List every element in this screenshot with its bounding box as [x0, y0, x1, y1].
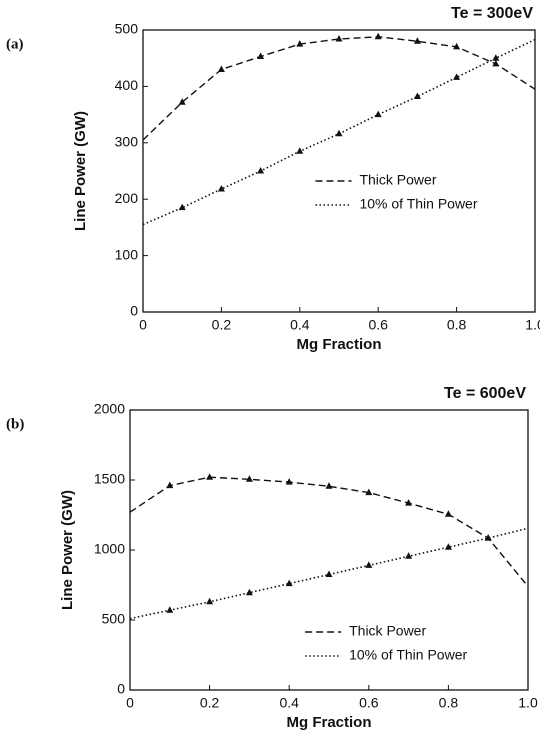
series-line	[142, 36, 536, 141]
marker	[257, 167, 265, 174]
x-axis-label: Mg Fraction	[297, 336, 382, 353]
y-tick-label: 2000	[94, 401, 125, 417]
legend-label: 10% of Thin Power	[349, 647, 467, 663]
marker	[335, 129, 343, 137]
y-tick-label: 100	[115, 246, 139, 262]
marker	[206, 473, 214, 480]
marker	[374, 110, 382, 118]
marker	[296, 40, 304, 47]
marker	[325, 570, 333, 577]
x-tick-label: 0.4	[279, 695, 299, 711]
y-tick-label: 0	[117, 681, 125, 697]
series-line	[129, 476, 529, 587]
marker	[245, 588, 253, 596]
marker	[257, 52, 265, 60]
y-axis-label: Line Power (GW)	[72, 111, 89, 231]
x-tick-label: 1.0	[525, 317, 540, 333]
y-tick-label: 500	[115, 21, 139, 37]
marker	[285, 478, 293, 485]
y-tick-label: 0	[130, 303, 138, 319]
marker	[166, 606, 174, 613]
x-tick-label: 0	[126, 695, 134, 711]
y-tick-label: 300	[115, 134, 139, 150]
marker	[413, 92, 421, 100]
marker	[206, 597, 214, 605]
x-tick-label: 1.0	[518, 695, 538, 711]
marker	[492, 59, 500, 67]
marker	[365, 488, 373, 496]
marker	[374, 32, 382, 40]
marker	[178, 203, 186, 211]
legend-label: 10% of Thin Power	[359, 196, 477, 212]
marker	[296, 147, 304, 154]
x-tick-label: 0.6	[359, 695, 379, 711]
x-tick-label: 0.2	[200, 695, 220, 711]
x-tick-label: 0	[139, 317, 147, 333]
y-tick-label: 500	[102, 611, 126, 627]
marker	[217, 185, 225, 192]
x-tick-label: 0.8	[439, 695, 459, 711]
plot-frame	[129, 409, 529, 691]
x-tick-label: 0.6	[368, 317, 388, 333]
chart-title: Te = 300eV	[451, 5, 533, 22]
x-tick-label: 0.2	[212, 317, 232, 333]
marker	[285, 579, 293, 587]
marker	[492, 54, 500, 61]
marker	[444, 510, 452, 517]
panel-label: (a)	[6, 36, 24, 52]
y-tick-label: 1500	[94, 471, 125, 487]
marker	[444, 543, 452, 550]
x-tick-label: 0.4	[290, 317, 310, 333]
marker	[453, 73, 461, 80]
panel-label: (b)	[6, 416, 24, 432]
marker	[365, 561, 373, 568]
y-tick-label: 400	[115, 77, 139, 93]
marker	[484, 534, 492, 541]
x-tick-label: 0.8	[447, 317, 467, 333]
marker	[166, 481, 174, 489]
y-tick-label: 200	[115, 190, 139, 206]
marker	[245, 475, 253, 482]
marker	[335, 35, 343, 42]
plot-frame	[142, 29, 536, 313]
legend-label: Thick Power	[359, 172, 436, 188]
marker	[405, 499, 413, 506]
marker	[405, 552, 413, 559]
marker	[325, 482, 333, 489]
marker	[453, 42, 461, 50]
marker	[178, 98, 186, 105]
legend-label: Thick Power	[349, 623, 426, 639]
y-axis-label: Line Power (GW)	[59, 490, 76, 610]
marker	[413, 37, 421, 44]
chart-title: Te = 600eV	[444, 385, 526, 402]
x-axis-label: Mg Fraction	[287, 714, 372, 731]
marker	[217, 65, 225, 72]
y-tick-label: 1000	[94, 541, 125, 557]
